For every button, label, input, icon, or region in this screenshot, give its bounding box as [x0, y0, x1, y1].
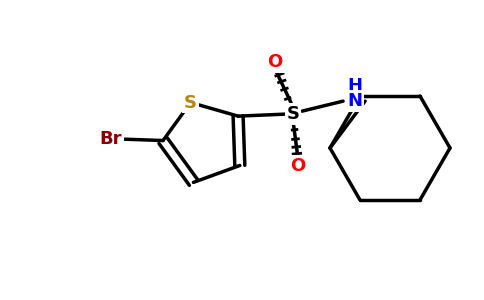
- Text: N: N: [348, 92, 363, 110]
- Text: Br: Br: [100, 130, 122, 148]
- Text: O: O: [290, 157, 306, 175]
- Text: S: S: [287, 105, 300, 123]
- Text: H: H: [348, 87, 363, 105]
- Text: S: S: [184, 94, 197, 112]
- Text: O: O: [268, 53, 283, 71]
- Text: H: H: [348, 77, 363, 95]
